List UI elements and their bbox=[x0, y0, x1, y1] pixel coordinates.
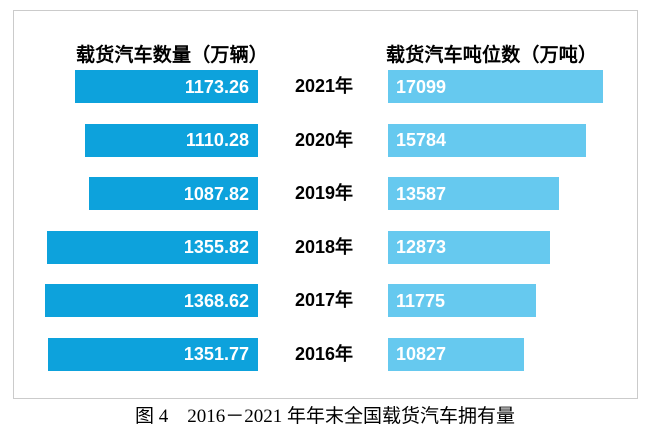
quantity-bar: 1355.82 bbox=[46, 230, 258, 264]
tonnage-bar: 17099 bbox=[388, 70, 603, 103]
left-chart-title: 载货汽车数量（万辆） bbox=[76, 45, 269, 66]
quantity-value-label: 1368.62 bbox=[183, 290, 249, 311]
tonnage-bar: 11775 bbox=[388, 284, 537, 317]
chart-panel: 载货汽车数量（万辆） 载货汽车吨位数（万吨） 1173.26 2021年 17099… bbox=[13, 10, 638, 399]
tonnage-bar: 10827 bbox=[388, 337, 525, 371]
quantity-value-label: 1355.82 bbox=[183, 237, 249, 257]
quantity-value-label: 1087.82 bbox=[183, 183, 249, 204]
year-label: 2019年 bbox=[294, 183, 354, 203]
tonnage-value-label: 11775 bbox=[396, 290, 446, 311]
year-label: 2016年 bbox=[294, 343, 354, 364]
right-chart-title: 载货汽车吨位数（万吨） bbox=[386, 45, 598, 66]
quantity-bar: 1087.82 bbox=[88, 177, 258, 210]
quantity-value-label: 1110.28 bbox=[185, 130, 249, 150]
quantity-bar: 1368.62 bbox=[45, 284, 258, 317]
tonnage-value-label: 12873 bbox=[396, 237, 447, 257]
tonnage-value-label: 13587 bbox=[396, 183, 447, 204]
tonnage-value-label: 15784 bbox=[396, 130, 447, 150]
year-label: 2017年 bbox=[294, 290, 354, 310]
year-label: 2021年 bbox=[294, 76, 354, 96]
quantity-bar: 1173.26 bbox=[75, 70, 258, 103]
tonnage-bar: 12873 bbox=[388, 230, 550, 264]
figure-caption: 图 4 2016－2021 年年末全国载货汽车拥有量 bbox=[134, 406, 515, 427]
quantity-bar: 1351.77 bbox=[47, 337, 258, 371]
quantity-value-label: 1173.26 bbox=[184, 76, 249, 97]
year-label: 2018年 bbox=[294, 236, 354, 257]
tonnage-value-label: 17099 bbox=[396, 76, 447, 97]
tonnage-bar: 13587 bbox=[388, 177, 559, 210]
tonnage-bar: 15784 bbox=[388, 123, 587, 157]
quantity-bar: 1110.28 bbox=[85, 123, 258, 157]
year-label: 2020年 bbox=[294, 129, 354, 150]
tonnage-value-label: 10827 bbox=[396, 344, 447, 364]
quantity-value-label: 1351.77 bbox=[183, 344, 249, 364]
